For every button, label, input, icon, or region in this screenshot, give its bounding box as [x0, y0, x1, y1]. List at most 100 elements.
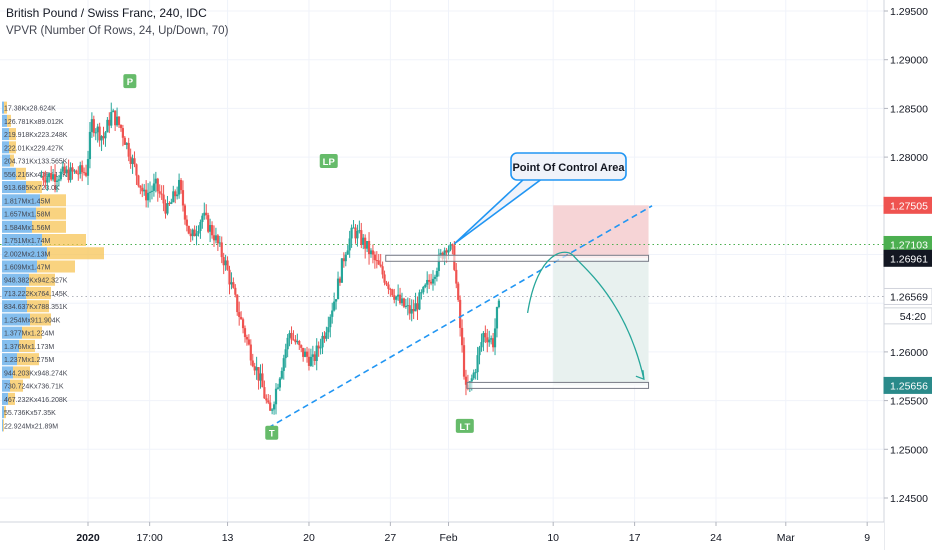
candle	[75, 169, 78, 175]
candle	[387, 281, 390, 295]
candle	[449, 242, 452, 252]
vpvr-row-label: 834.637Kx788.351K	[4, 304, 68, 311]
vpvr-up-bar	[2, 392, 8, 405]
candle-body	[476, 355, 479, 373]
candle	[350, 224, 353, 248]
candle	[57, 174, 61, 187]
candle-body	[420, 292, 423, 294]
candle	[276, 383, 280, 390]
candle	[460, 319, 464, 353]
vpvr-row-label: 1.751Mx1.74M	[4, 238, 50, 245]
candle-body	[232, 282, 235, 288]
drawings	[267, 205, 653, 429]
vpvr-up-bar	[2, 181, 26, 194]
price-badge-label: 1.27103	[890, 239, 928, 251]
candle-body	[395, 296, 398, 300]
candle-body	[276, 387, 280, 389]
candle-body	[397, 294, 400, 297]
candle-body	[174, 191, 177, 197]
candle	[393, 288, 396, 304]
candle	[84, 164, 88, 178]
candle	[228, 265, 231, 295]
candle-body	[410, 309, 413, 314]
vpvr-up-bar	[2, 379, 10, 392]
candle-body	[406, 305, 409, 307]
candle	[61, 161, 64, 175]
candle	[86, 150, 90, 186]
callout-box[interactable]	[510, 152, 627, 181]
candle-body	[305, 351, 309, 357]
time-tick-label: 27	[385, 532, 397, 544]
candle-body	[482, 333, 485, 343]
candle-body	[187, 225, 190, 234]
time-axis: 2020 17:00 13 20 27 Feb 10 17 24 Mar 9	[0, 521, 884, 550]
candle-body	[172, 191, 175, 203]
candle	[79, 161, 82, 179]
candle-body	[197, 230, 200, 234]
candle	[389, 287, 392, 297]
candle	[369, 248, 373, 258]
vpvr-down-bar	[32, 220, 66, 233]
candle-body	[333, 301, 336, 311]
candle	[294, 335, 297, 345]
candle-body	[46, 177, 49, 183]
candle	[429, 273, 433, 286]
candle-body	[387, 284, 390, 289]
price-badge-bg	[883, 287, 932, 305]
vpvr-row-label: 1.237Mx1.275M	[4, 357, 54, 364]
time-tick-label: 10	[547, 532, 559, 544]
candle	[73, 169, 76, 174]
candle-body	[42, 176, 45, 181]
candle-body	[426, 279, 429, 285]
control-area-box	[466, 381, 650, 389]
candle-body	[369, 250, 373, 255]
candle	[356, 224, 359, 247]
candle	[491, 332, 495, 352]
candle	[238, 301, 241, 326]
candle	[234, 284, 237, 298]
vpvr-down-bar	[37, 260, 75, 273]
candle	[480, 333, 483, 352]
candle	[241, 317, 245, 334]
price-tick-label: 1.28000	[890, 152, 928, 164]
candle	[462, 337, 466, 380]
vpvr-down-bar	[9, 141, 16, 154]
candle-body	[338, 278, 342, 283]
candle	[150, 185, 154, 200]
candle-body	[495, 307, 499, 329]
candle	[321, 332, 324, 355]
candle	[117, 116, 121, 128]
candle	[406, 297, 409, 316]
candle-body	[437, 254, 440, 271]
projection-curve	[526, 251, 645, 380]
candle	[115, 107, 119, 127]
candle-body	[354, 227, 357, 239]
candle	[433, 274, 437, 286]
candle-body	[230, 282, 233, 285]
candle	[127, 137, 130, 162]
candle	[195, 225, 198, 246]
candle-body	[195, 233, 198, 237]
vpvr-down-bar	[13, 366, 30, 379]
price-badge-bg	[883, 249, 932, 267]
point-of-control-callout[interactable]: Point Of Control Area	[453, 152, 627, 245]
vpvr-up-bar	[2, 406, 4, 419]
candle	[135, 163, 138, 185]
candle-body	[393, 295, 396, 300]
candle	[431, 270, 435, 291]
candle-body	[400, 298, 404, 304]
candle-body	[112, 110, 115, 112]
candle	[464, 369, 468, 396]
time-tick-label: 20	[303, 532, 315, 544]
candle-body	[447, 249, 450, 253]
candle	[251, 353, 254, 368]
candle	[323, 331, 326, 343]
candle	[81, 160, 84, 182]
time-tick-label: 17:00	[136, 532, 162, 544]
candle	[348, 230, 351, 258]
vpvr-row-label: 913.685Kx723.0K	[4, 185, 60, 192]
vpvr-up-bar	[2, 260, 37, 273]
callout-tail	[453, 177, 546, 245]
vpvr-row-label: 126.781Kx89.012K	[4, 119, 64, 126]
